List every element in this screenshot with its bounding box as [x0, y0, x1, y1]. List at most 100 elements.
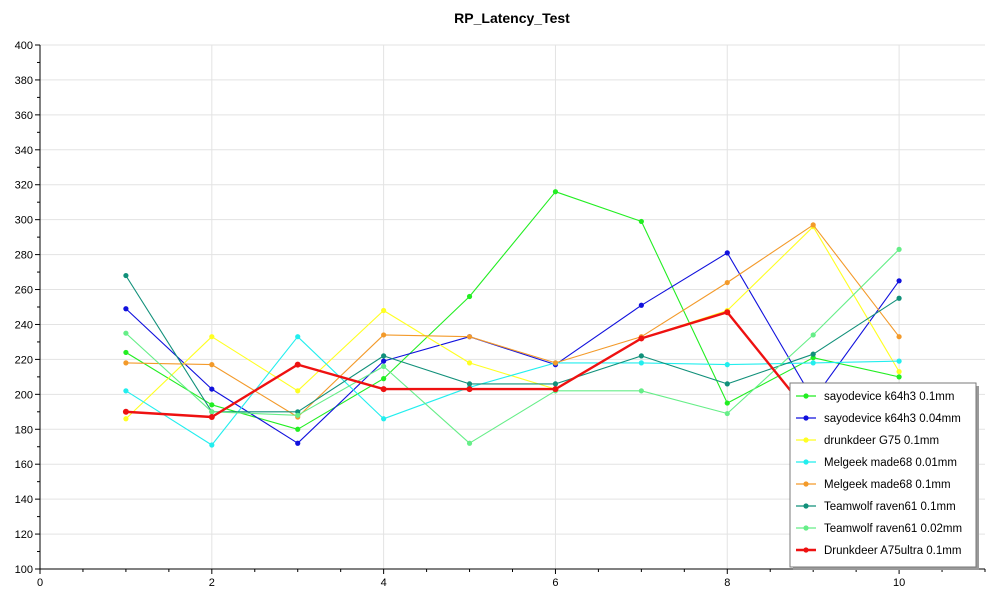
data-point — [638, 360, 644, 366]
y-tick-label: 240 — [15, 319, 33, 331]
data-point — [466, 334, 473, 340]
data-point — [896, 374, 902, 380]
y-tick-label: 220 — [15, 354, 33, 366]
series-line — [125, 226, 900, 420]
series-line — [125, 191, 900, 430]
data-point — [552, 381, 559, 387]
legend-swatch-marker — [803, 393, 809, 399]
data-point — [896, 334, 902, 340]
data-point — [466, 360, 473, 366]
x-tick-label: 8 — [724, 577, 730, 589]
data-point — [896, 246, 902, 252]
y-tick-label: 160 — [15, 459, 33, 471]
legend-swatch-marker — [803, 415, 809, 421]
data-point — [295, 440, 301, 446]
data-point — [552, 386, 559, 393]
y-tick-label: 280 — [15, 250, 33, 262]
y-tick-label: 300 — [15, 215, 33, 227]
data-point — [724, 410, 730, 417]
data-point — [208, 414, 215, 421]
series-7 — [123, 246, 902, 446]
data-point — [295, 412, 301, 418]
data-point — [381, 307, 387, 314]
data-point — [123, 388, 129, 394]
x-tick-label: 6 — [552, 577, 558, 589]
data-point — [466, 381, 473, 387]
legend-box — [789, 382, 977, 568]
data-point — [724, 250, 730, 256]
series-line — [125, 336, 900, 446]
y-tick-label: 200 — [15, 389, 33, 401]
legend-swatch-marker — [803, 481, 809, 487]
data-point — [810, 222, 816, 228]
data-point — [638, 388, 644, 394]
data-point — [381, 332, 387, 338]
y-tick-label: 260 — [15, 285, 33, 297]
data-point — [209, 409, 215, 415]
data-point — [295, 334, 301, 340]
data-point — [209, 362, 215, 368]
legend-label: Teamwolf raven61 0.02mm — [824, 523, 962, 535]
data-point — [810, 351, 816, 357]
series-line — [125, 249, 900, 444]
y-tick-label: 100 — [15, 564, 33, 576]
legend-label: Melgeek made68 0.01mm — [824, 457, 957, 469]
y-tick-label: 400 — [15, 40, 33, 52]
series-lines — [122, 189, 903, 448]
data-point — [552, 360, 559, 366]
y-tick-label: 320 — [15, 180, 33, 192]
legend-swatch-marker — [803, 525, 809, 531]
data-point — [638, 218, 644, 225]
legend-label: Drunkdeer A75ultra 0.1mm — [824, 545, 961, 557]
data-point — [294, 361, 301, 368]
data-point — [638, 302, 644, 308]
series-line — [125, 252, 900, 444]
x-tick-label: 2 — [209, 577, 215, 589]
data-point — [638, 335, 645, 342]
data-point — [724, 400, 730, 406]
data-point — [123, 272, 129, 279]
x-tick-label: 4 — [381, 577, 387, 589]
data-point — [123, 349, 129, 356]
y-tick-label: 360 — [15, 110, 33, 122]
legend: sayodevice k64h3 0.1mm sayodevice k64h3 0… — [789, 382, 979, 570]
legend-swatch-marker — [803, 547, 809, 553]
data-point — [123, 306, 129, 312]
legend-label: sayodevice k64h3 0.04mm — [824, 413, 961, 425]
data-point — [724, 381, 730, 387]
data-point — [466, 440, 473, 446]
data-point — [724, 362, 730, 368]
y-tick-label: 120 — [15, 529, 33, 541]
y-tick-label: 180 — [15, 424, 33, 436]
data-point — [810, 360, 816, 366]
data-point — [295, 388, 301, 394]
data-point — [381, 416, 387, 422]
data-point — [896, 295, 902, 301]
series-line — [125, 275, 900, 413]
legend-label: Teamwolf raven61 0.1mm — [824, 501, 956, 513]
data-point — [896, 278, 902, 284]
data-point — [466, 386, 473, 393]
axes: 1001201401601802002202402602803003203403… — [15, 40, 986, 589]
x-tick-label: 0 — [37, 577, 43, 589]
series-6 — [123, 272, 902, 415]
legend-swatch-marker — [803, 503, 809, 509]
data-point — [209, 386, 215, 392]
legend-swatch-marker — [803, 459, 809, 465]
series-8 — [122, 309, 903, 422]
y-tick-label: 340 — [15, 145, 33, 157]
legend-label: sayodevice k64h3 0.1mm — [824, 391, 954, 403]
data-point — [123, 330, 129, 336]
data-point — [123, 416, 129, 422]
data-point — [724, 309, 731, 316]
data-point — [209, 402, 215, 408]
data-point — [122, 408, 129, 415]
legend-swatch-marker — [803, 437, 809, 443]
data-point — [552, 189, 559, 195]
legend-label: drunkdeer G75 0.1mm — [824, 435, 939, 447]
data-point — [381, 363, 387, 369]
data-point — [466, 293, 473, 300]
data-point — [381, 358, 387, 364]
